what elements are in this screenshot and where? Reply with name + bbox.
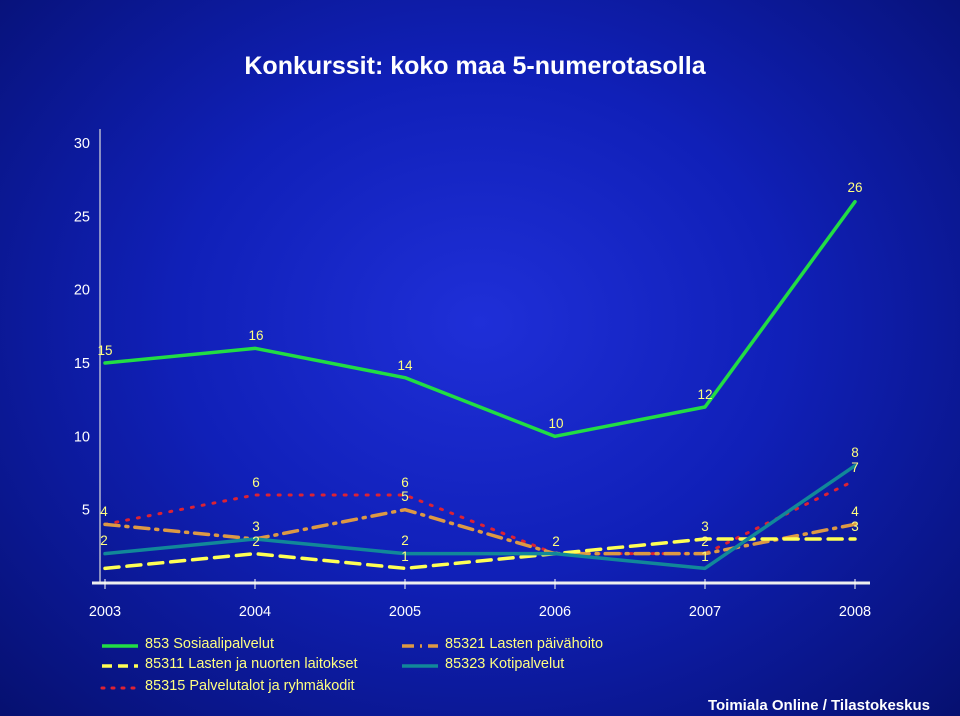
data-label: 4 [100,504,108,519]
y-tick-label: 10 [74,429,90,445]
data-label: 1 [401,549,409,564]
y-tick-label: 30 [74,136,90,152]
x-tick-label: 2008 [839,604,871,620]
legend-swatch-85323 [402,664,438,668]
y-tick-label: 25 [74,209,90,225]
x-tick-label: 2005 [389,604,421,620]
data-label: 14 [397,358,413,373]
data-label: 1 [701,549,709,564]
data-label: 3 [701,519,709,534]
data-label: 10 [548,416,563,431]
legend-swatch-85311 [102,664,138,668]
legend-label-853: 853 Sosiaalipalvelut [145,636,274,652]
series-line [103,537,857,571]
series-line [103,463,857,571]
legend-label-85321: 85321 Lasten päivähoito [445,636,604,652]
data-label: 2 [401,533,409,548]
data-label: 6 [401,475,409,490]
data-label: 2 [701,534,709,549]
data-label: 8 [851,445,859,460]
data-label: 3 [851,519,859,534]
data-label: 2 [252,534,260,549]
data-label: 16 [248,328,263,343]
chart-title: Konkurssit: koko maa 5-numerotasolla [244,52,706,80]
series-line [103,507,857,556]
y-tick-label: 20 [74,283,90,299]
legend-swatch-853 [102,644,138,648]
y-tick-label: 5 [82,503,90,519]
series-line [103,199,857,439]
legend-label-85311: 85311 Lasten ja nuorten laitokset [145,656,358,672]
data-label: 5 [401,489,409,504]
x-tick-label: 2006 [539,604,571,620]
data-label: 7 [851,460,859,475]
y-tick-label: 15 [74,356,90,372]
legend-label-85315: 85315 Palvelutalot ja ryhmäkodit [145,678,355,694]
data-label: 26 [847,180,862,195]
data-label: 15 [97,343,112,358]
legend-label-85323: 85323 Kotipalvelut [445,656,565,672]
source-footer: Toimiala Online / Tilastokeskus [707,697,930,714]
data-label: 3 [252,519,260,534]
x-tick-label: 2007 [689,604,721,620]
data-label: 6 [252,475,260,490]
data-label: 4 [851,504,859,519]
legend-swatch-85321 [402,644,438,648]
x-tick-label: 2003 [89,604,121,620]
x-tick-label: 2004 [239,604,271,620]
legend-swatch-85315 [100,686,140,690]
data-label: 2 [100,533,108,548]
data-label: 12 [697,387,712,402]
data-label: 2 [552,534,560,549]
